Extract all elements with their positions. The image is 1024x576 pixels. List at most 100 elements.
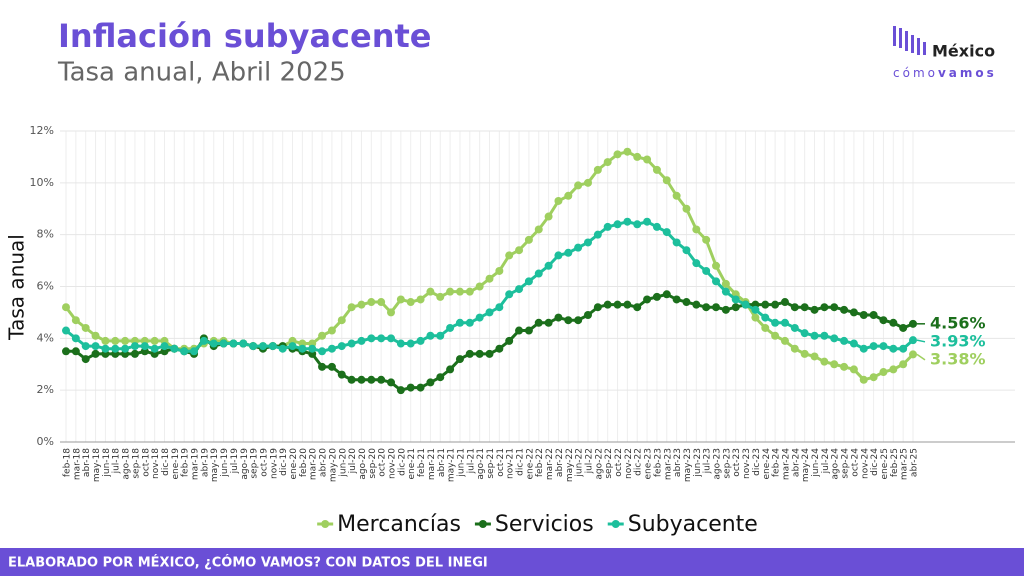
point [160, 342, 169, 351]
point [524, 277, 533, 286]
x-tick-label: dic-23 [752, 448, 762, 476]
point [485, 308, 494, 317]
point [485, 274, 494, 283]
x-tick-label: feb-22 [535, 448, 545, 477]
point [909, 319, 917, 328]
point [544, 261, 553, 270]
x-tick-label: ago-24 [831, 448, 841, 480]
x-tick-label: feb-23 [653, 448, 663, 477]
point [633, 303, 642, 312]
point [534, 269, 543, 278]
x-tick-label: ene-21 [407, 448, 417, 479]
point [515, 246, 524, 255]
x-tick-label: feb-24 [772, 448, 782, 477]
point [426, 378, 435, 387]
point [396, 295, 405, 304]
point [455, 287, 464, 296]
x-tick-label: ene-25 [880, 448, 890, 479]
point [593, 303, 602, 312]
point [62, 326, 70, 335]
point [840, 336, 849, 345]
x-tick-label: ene-19 [171, 448, 181, 480]
x-tick-label: abr-18 [82, 448, 92, 477]
point [544, 212, 553, 221]
point [859, 344, 868, 353]
point [426, 287, 435, 296]
end-label: 3.38% [930, 349, 986, 368]
point [840, 362, 849, 371]
x-tick-label: sep-21 [486, 448, 496, 479]
y-tick-label: 2% [37, 383, 54, 396]
point [347, 339, 356, 348]
point [574, 181, 583, 190]
point [899, 344, 908, 353]
x-tick-label: oct-23 [732, 448, 742, 477]
x-tick-label: abr-23 [673, 448, 683, 477]
point [879, 342, 888, 351]
point [751, 313, 760, 322]
point [288, 342, 297, 351]
point [652, 165, 661, 174]
point [672, 191, 681, 200]
legend-dot [321, 520, 330, 528]
point [534, 318, 543, 327]
point [258, 342, 267, 351]
point [623, 300, 632, 309]
x-tick-label: oct-21 [496, 448, 506, 477]
point [751, 305, 760, 314]
x-tick-label: may-23 [683, 448, 693, 482]
y-tick-label: 8% [37, 228, 54, 241]
point [387, 378, 396, 387]
point [71, 334, 80, 343]
point [495, 266, 504, 275]
y-tick-label: 12% [30, 124, 54, 137]
x-tick-label: jun-21 [456, 448, 466, 478]
point [396, 339, 405, 348]
x-tick-label: oct-20 [378, 448, 388, 477]
point [327, 362, 336, 371]
point [505, 251, 514, 260]
point [377, 334, 386, 343]
x-tick-label: ago-22 [594, 448, 604, 480]
x-tick-label: ago-20 [358, 448, 368, 480]
x-tick-label: jul-23 [703, 448, 713, 474]
point [702, 235, 711, 244]
point [357, 300, 366, 309]
x-tick-label: nov-24 [860, 448, 870, 479]
point [830, 334, 839, 343]
footer-band [0, 548, 1024, 576]
y-axis-label: Tasa anual [5, 234, 29, 341]
x-tick-label: nov-22 [624, 448, 634, 479]
point [564, 248, 573, 257]
point [682, 204, 691, 213]
point [357, 375, 366, 384]
point [475, 349, 484, 358]
point [879, 316, 888, 325]
x-tick-label: ago-21 [476, 448, 486, 480]
x-tick-label: abr-22 [555, 448, 565, 477]
x-tick-label: sep-24 [841, 448, 851, 479]
point [682, 246, 691, 255]
point [180, 347, 189, 356]
x-tick-label: ene-20 [289, 448, 299, 480]
point [721, 279, 730, 288]
x-tick-label: jul-18 [112, 448, 122, 475]
point [623, 217, 632, 226]
point [583, 178, 592, 187]
point [91, 331, 100, 340]
point [268, 342, 277, 351]
point [495, 303, 504, 312]
point [209, 339, 218, 348]
point [643, 155, 652, 164]
point [780, 318, 789, 327]
logo: México cómovamos [893, 26, 995, 80]
point [367, 334, 376, 343]
point [239, 339, 248, 348]
point [436, 292, 445, 301]
x-tick-label: dic-19 [279, 448, 289, 476]
point [721, 287, 730, 296]
x-tick-label: jun-19 [220, 448, 230, 478]
point [278, 344, 287, 353]
point [71, 316, 80, 325]
point [347, 375, 356, 384]
